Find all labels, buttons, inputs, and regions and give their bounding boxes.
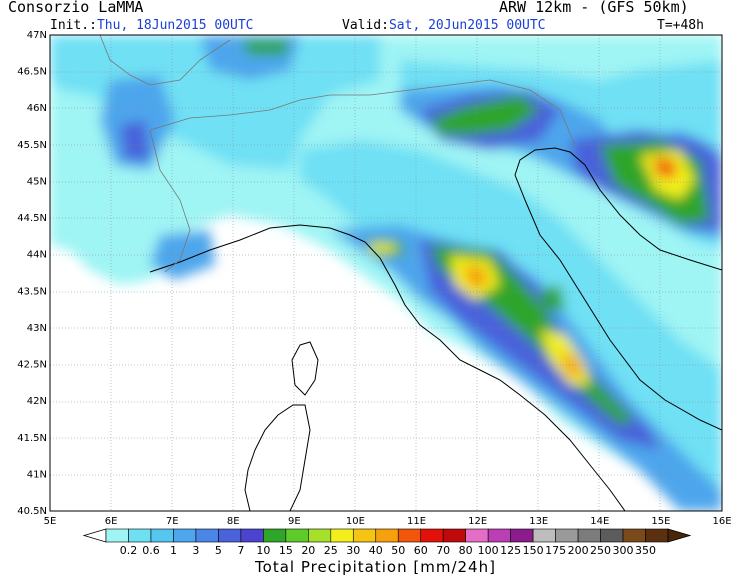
- latitude-label: 43.5N: [17, 286, 47, 297]
- colorbar: 0.2 0.6 1 3 5 7 10 15 20 25 30 40 50 60 70 80 100 125 150 1…: [82, 528, 692, 557]
- model-source-title: Consorzio LaMMA: [8, 0, 144, 16]
- colorbar-label: 7: [237, 544, 244, 557]
- colorbar-swatch: [173, 528, 197, 543]
- colorbar-swatch: [645, 528, 669, 543]
- colorbar-label: 350: [635, 544, 656, 557]
- colorbar-label: 20: [301, 544, 315, 557]
- latitude-label: 44.5N: [17, 213, 47, 224]
- colorbar-swatch: [330, 528, 354, 543]
- longitude-label: 16E: [712, 516, 731, 527]
- colorbar-label: 100: [478, 544, 499, 557]
- latitude-label: 41.5N: [17, 433, 47, 444]
- longitude-label: 9E: [288, 516, 301, 527]
- colorbar-label: 175: [545, 544, 566, 557]
- colorbar-label: 80: [459, 544, 473, 557]
- colorbar-swatch: [397, 528, 422, 543]
- colorbar-label: 200: [568, 544, 589, 557]
- valid-value: Sat, 20Jun2015 00UTC: [388, 18, 546, 33]
- init-time: Init.:Thu, 18Jun2015 00UTC: [50, 18, 254, 33]
- colorbar-swatch: [465, 528, 489, 543]
- colorbar-left-arrow: [82, 528, 107, 543]
- latitude-label: 47N: [27, 30, 47, 41]
- colorbar-swatch: [600, 528, 624, 543]
- colorbar-swatch: [532, 528, 556, 543]
- colorbar-swatch: [577, 528, 601, 543]
- colorbar-label: 40: [369, 544, 383, 557]
- colorbar-label: 70: [436, 544, 450, 557]
- init-value: Thu, 18Jun2015 00UTC: [96, 18, 254, 33]
- colorbar-swatch: [308, 528, 332, 543]
- longitude-label: 13E: [529, 516, 548, 527]
- model-resolution-title: ARW 12km - (GFS 50km): [499, 0, 689, 16]
- valid-label: Valid:: [342, 18, 389, 33]
- latitude-label: 44N: [27, 250, 47, 261]
- colorbar-label: 150: [523, 544, 544, 557]
- graticule: [50, 35, 722, 511]
- colorbar-swatch: [487, 528, 511, 543]
- colorbar-swatch: [240, 528, 264, 543]
- latitude-label: 40.5N: [17, 506, 47, 517]
- colorbar-label: 3: [192, 544, 199, 557]
- latitude-label: 46N: [27, 103, 47, 114]
- colorbar-swatch: [285, 528, 309, 543]
- colorbar-swatch: [352, 528, 377, 543]
- longitude-label: 10E: [346, 516, 365, 527]
- colorbar-swatch: [105, 528, 129, 543]
- longitude-label: 11E: [407, 516, 426, 527]
- longitude-label: 7E: [166, 516, 179, 527]
- colorbar-swatch: [263, 528, 287, 543]
- colorbar-swatch: [150, 528, 174, 543]
- colorbar-swatch: [420, 528, 444, 543]
- colorbar-swatch: [442, 528, 466, 543]
- colorbar-label: 125: [500, 544, 521, 557]
- colorbar-label: 250: [590, 544, 611, 557]
- colorbar-title: Total Precipitation [mm/24h]: [255, 558, 496, 576]
- precipitation-field: [50, 35, 722, 511]
- colorbar-label: 300: [613, 544, 634, 557]
- latitude-labels: 40.5N 41N 41.5N 42N 42.5N 43N 43.5N 44N 44.5N 45N…: [17, 30, 47, 517]
- country-borders: [99, 35, 576, 273]
- longitude-label: 14E: [590, 516, 609, 527]
- forecast-step: T=+48h: [657, 18, 704, 33]
- colorbar-label: 0.6: [142, 544, 160, 557]
- colorbar-swatch: [128, 528, 152, 543]
- colorbar-swatch: [622, 528, 646, 543]
- colorbar-label: 25: [324, 544, 338, 557]
- colorbar-swatch: [510, 528, 534, 543]
- colorbar-swatch: [555, 528, 579, 543]
- init-label: Init.:: [50, 18, 97, 33]
- latitude-label: 46.5N: [17, 67, 47, 78]
- longitude-label: 5E: [44, 516, 57, 527]
- colorbar-right-arrow: [667, 528, 692, 543]
- colorbar-label: 5: [215, 544, 222, 557]
- longitude-label: 6E: [105, 516, 118, 527]
- latitude-label: 45.5N: [17, 140, 47, 151]
- latitude-label: 41N: [27, 469, 47, 480]
- latitude-label: 43N: [27, 323, 47, 334]
- valid-time: Valid:Sat, 20Jun2015 00UTC: [342, 18, 546, 33]
- colorbar-label: 0.2: [120, 544, 138, 557]
- latitude-label: 42N: [27, 396, 47, 407]
- longitude-label: 15E: [651, 516, 670, 527]
- coastline: [149, 147, 722, 511]
- colorbar-label: 50: [391, 544, 405, 557]
- latitude-label: 45N: [27, 176, 47, 187]
- longitude-label: 12E: [468, 516, 487, 527]
- colorbar-label: 10: [256, 544, 270, 557]
- map-frame: [49, 34, 723, 512]
- colorbar-swatch: [218, 528, 242, 543]
- colorbar-label: 60: [414, 544, 428, 557]
- colorbar-label: 15: [279, 544, 293, 557]
- colorbar-swatch: [195, 528, 219, 543]
- longitude-label: 8E: [227, 516, 240, 527]
- latitude-label: 42.5N: [17, 360, 47, 371]
- colorbar-label: 30: [346, 544, 360, 557]
- longitude-labels: 5E 6E 7E 8E 9E 10E 11E 12E 13E 14E 15E 16E: [44, 516, 732, 527]
- colorbar-swatch: [375, 528, 399, 543]
- colorbar-label: 1: [170, 544, 177, 557]
